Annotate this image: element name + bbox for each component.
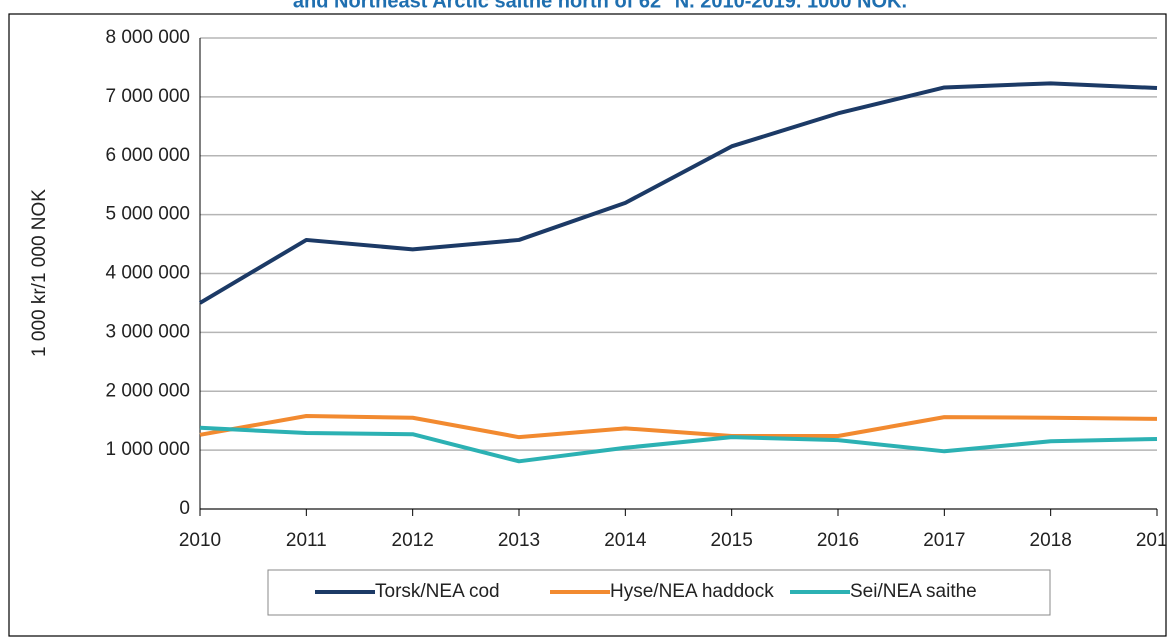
x-tick-label: 2015 bbox=[711, 530, 753, 551]
y-tick-label: 4 000 000 bbox=[105, 263, 190, 284]
y-tick-label: 2 000 000 bbox=[105, 380, 190, 401]
x-tick-label: 2019 bbox=[1136, 530, 1167, 551]
legend-label: Sei/NEA saithe bbox=[850, 581, 977, 602]
line-series bbox=[199, 413, 1158, 440]
y-tick-label: 3 000 000 bbox=[105, 321, 190, 342]
y-tick-label: 5 000 000 bbox=[105, 204, 190, 225]
y-tick-label: 1 000 000 bbox=[105, 439, 190, 460]
x-tick-label: 2014 bbox=[604, 530, 647, 551]
y-tick-label: 8 000 000 bbox=[105, 27, 190, 48]
y-tick-label: 7 000 000 bbox=[105, 86, 190, 107]
legend-box bbox=[267, 569, 1051, 616]
x-tick-label: 2012 bbox=[392, 530, 434, 551]
line-series bbox=[198, 81, 1158, 305]
y-axis-label: 1 000 kr/1 000 NOK bbox=[29, 189, 50, 357]
y-tick-label: 6 000 000 bbox=[105, 145, 190, 166]
legend-label: Torsk/NEA cod bbox=[375, 581, 500, 602]
chart-frame bbox=[8, 13, 1167, 637]
x-tick-label: 2011 bbox=[286, 530, 327, 551]
x-tick-label: 2016 bbox=[817, 530, 859, 551]
y-tick-label: 0 bbox=[179, 498, 190, 519]
legend-label: Hyse/NEA haddock bbox=[610, 581, 774, 602]
x-tick-label: 2010 bbox=[179, 530, 221, 551]
chart-title: and Northeast Arctic saithe north of 62°… bbox=[293, 0, 907, 12]
x-tick-label: 2017 bbox=[923, 530, 965, 551]
x-tick-label: 2013 bbox=[498, 530, 540, 551]
line-series bbox=[199, 425, 1158, 464]
x-tick-label: 2018 bbox=[1030, 530, 1072, 551]
